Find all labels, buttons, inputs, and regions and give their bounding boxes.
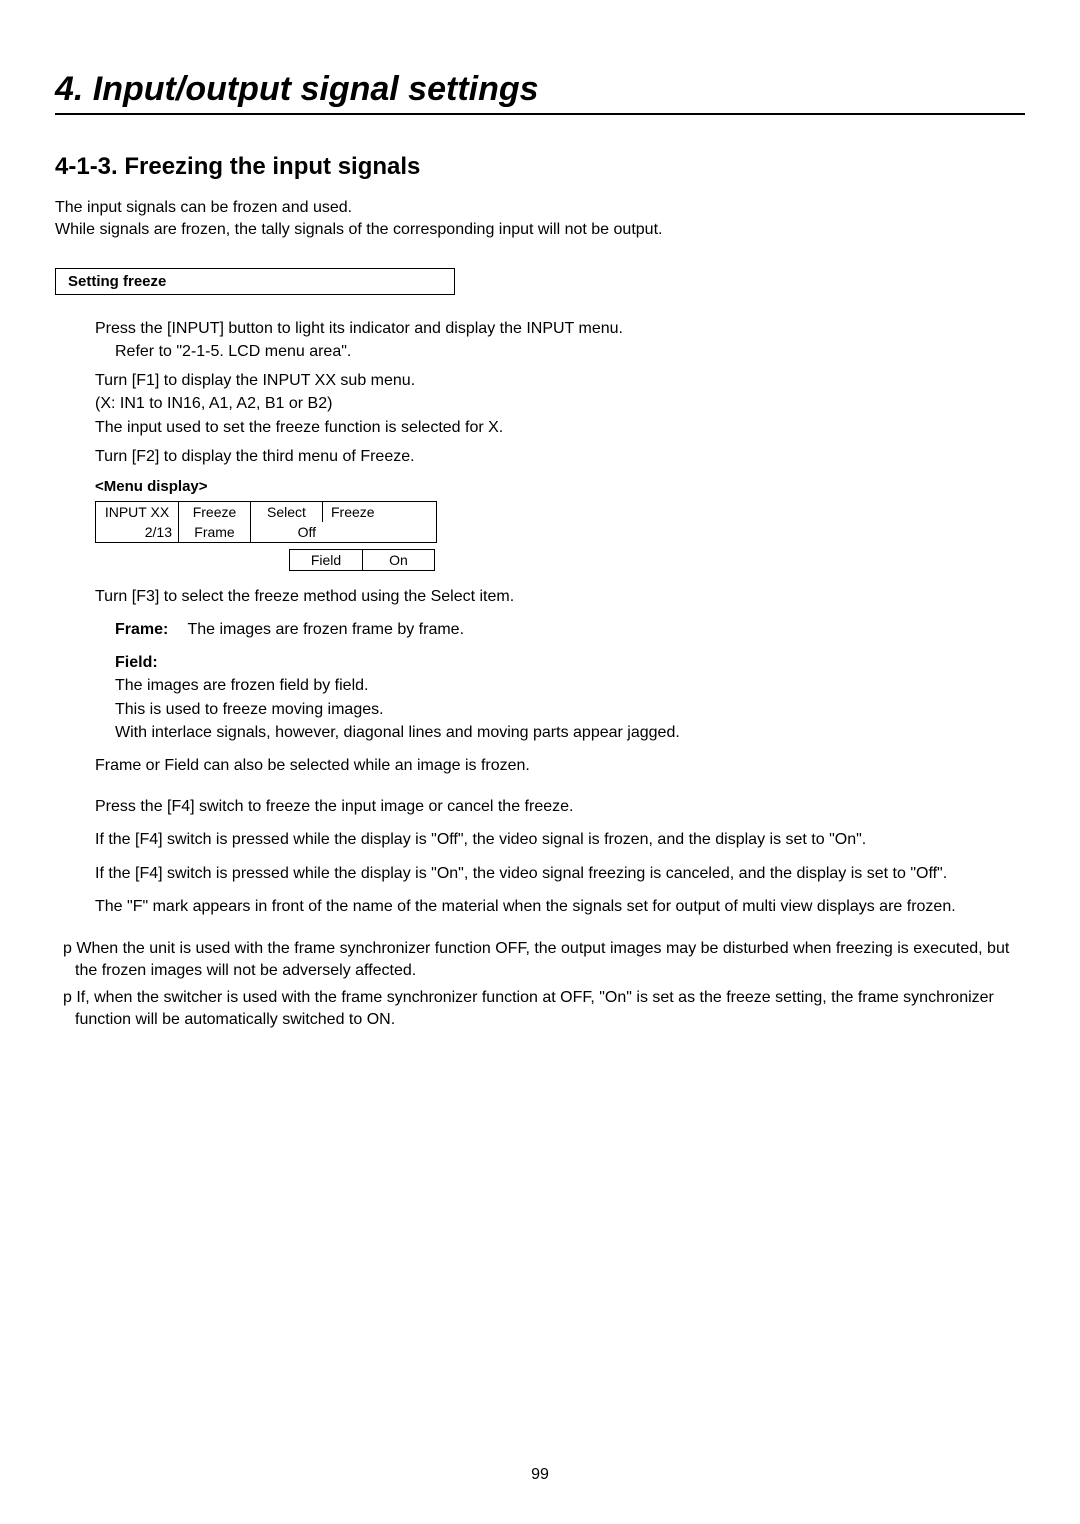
step-2-line-3: The input used to set the freeze functio… [95,416,1025,439]
note-2: p If, when the switcher is used with the… [55,987,1025,1032]
step-2-line-1: Turn [F1] to display the INPUT XX sub me… [95,369,1025,392]
page-number: 99 [531,1466,549,1484]
menu-cell: 2/13 [96,522,178,542]
def-field-line-2: This is used to freeze moving images. [115,698,955,721]
menu-cell: Frame [178,522,250,542]
step-1-line-1: Press the [INPUT] button to light its in… [95,317,1025,340]
step-4: Turn [F3] to select the freeze method us… [95,585,1025,608]
menu-display: INPUT XX Freeze Select Freeze 2/13 Frame… [95,501,1025,571]
step-2-line-2: (X: IN1 to IN16, A1, A2, B1 or B2) [95,392,1025,415]
def-term-field: Field: [115,651,183,674]
note-1: p When the unit is used with the frame s… [55,938,1025,983]
chapter-title: 4. Input/output signal settings [55,70,1025,115]
menu-cell-empty [394,522,436,542]
intro-line-2: While signals are frozen, the tally sign… [55,219,1025,241]
def-field-line-1: The images are frozen field by field. [115,674,955,697]
menu-cell: Select [250,502,322,522]
menu-extra-cell: Field [290,550,362,570]
intro-text: The input signals can be frozen and used… [55,197,1025,242]
def-desc-field: The images are frozen field by field. Th… [115,674,955,744]
menu-row-1: INPUT XX Freeze Select Freeze [96,502,436,522]
step-1: Press the [INPUT] button to light its in… [95,317,1025,363]
notes: p When the unit is used with the frame s… [55,938,1025,1032]
menu-cell-empty [322,522,394,542]
menu-display-label: <Menu display> [95,478,1025,495]
menu-cell: Off [250,522,322,542]
setting-box: Setting freeze [55,268,455,295]
menu-cell-empty [394,502,436,522]
step-9: The "F" mark appears in front of the nam… [95,895,1025,918]
step-5: Frame or Field can also be selected whil… [95,754,1025,777]
menu-cell: INPUT XX [96,502,178,522]
menu-cell: Freeze [178,502,250,522]
section-title: 4-1-3. Freezing the input signals [55,153,1025,181]
step-7: If the [F4] switch is pressed while the … [95,828,1025,851]
menu-extra-cell: On [362,550,434,570]
menu-cell: Freeze [322,502,394,522]
definition-frame: Frame: The images are frozen frame by fr… [115,618,1025,641]
def-desc-frame: The images are frozen frame by frame. [187,618,464,641]
step-3: Turn [F2] to display the third menu of F… [95,445,1025,468]
menu-extra: Field On [289,549,435,571]
def-term-frame: Frame: [115,618,183,641]
intro-line-1: The input signals can be frozen and used… [55,197,1025,219]
step-8: If the [F4] switch is pressed while the … [95,862,1025,885]
menu-extra-row: Field On [289,549,1025,571]
menu-row-2: 2/13 Frame Off [96,522,436,542]
step-6: Press the [F4] switch to freeze the inpu… [95,795,1025,818]
def-field-line-3: With interlace signals, however, diagona… [115,721,955,744]
menu-table: INPUT XX Freeze Select Freeze 2/13 Frame… [95,501,437,543]
step-1-line-2: Refer to "2-1-5. LCD menu area". [115,340,1025,363]
step-2: Turn [F1] to display the INPUT XX sub me… [95,369,1025,439]
definition-field: Field: The images are frozen field by fi… [115,651,1025,744]
